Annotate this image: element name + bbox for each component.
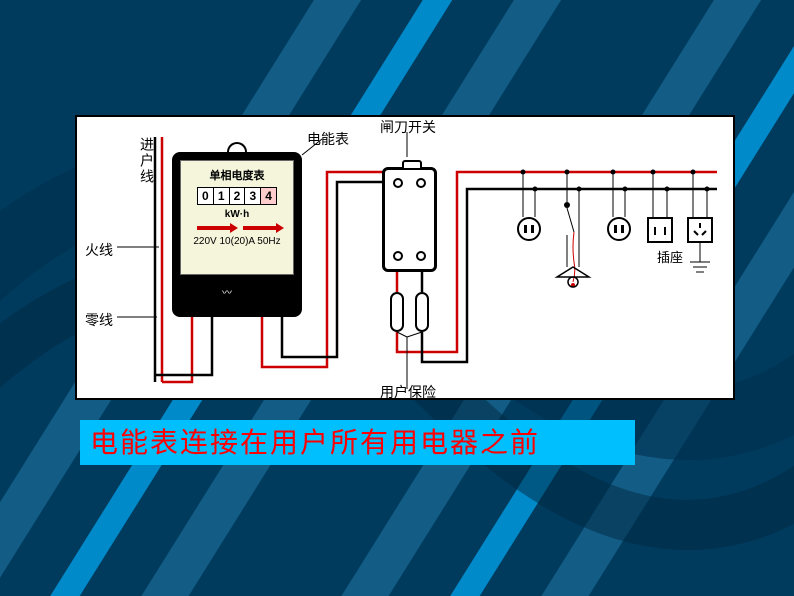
outlet-round: [607, 217, 631, 241]
screw-icon: [416, 178, 426, 188]
fuse-right: [415, 292, 429, 332]
label-socket: 插座: [657, 247, 683, 266]
label-incoming: 进户线: [137, 137, 157, 185]
meter-logo: 〰: [222, 284, 232, 299]
outlet-3prong-icon: [689, 219, 711, 241]
screw-icon: [393, 178, 403, 188]
label-neutral-wire: 零线: [85, 310, 113, 330]
energy-meter: 单相电度表 0 1 2 3 4 kW·h 220V 10(20)A 50Hz 〰: [172, 142, 302, 317]
meter-digit: 3: [245, 188, 261, 204]
screw-icon: [416, 251, 426, 261]
meter-face: 单相电度表 0 1 2 3 4 kW·h 220V 10(20)A 50Hz: [180, 160, 294, 275]
outlet-slots-icon: [649, 219, 671, 241]
switch-tab: [402, 160, 422, 170]
outlet-round: [517, 217, 541, 241]
arrow-icon: [197, 226, 232, 230]
meter-digit: 4: [261, 188, 276, 204]
meter-digit: 0: [198, 188, 214, 204]
label-user-fuse: 用户保险: [380, 382, 436, 402]
meter-spec: 220V 10(20)A 50Hz: [181, 236, 293, 247]
arrow-icon: [243, 226, 278, 230]
meter-arrows: [191, 226, 283, 230]
outlet-square-3prong: [687, 217, 713, 243]
meter-digit: 1: [214, 188, 230, 204]
meter-digit: 2: [230, 188, 246, 204]
label-live-wire: 火线: [85, 240, 113, 260]
label-meter: 电能表: [307, 129, 349, 149]
label-knife-switch: 闸刀开关: [380, 117, 436, 137]
screw-icon: [393, 251, 403, 261]
fuse-left: [390, 292, 404, 332]
outlet-square: [647, 217, 673, 243]
knife-switch: [382, 167, 437, 272]
meter-digits: 0 1 2 3 4: [197, 187, 277, 205]
meter-title: 单相电度表: [181, 167, 293, 183]
slide-caption: 电能表连接在用户所有用电器之前: [80, 420, 635, 465]
meter-unit: kW·h: [181, 209, 293, 220]
circuit-diagram-panel: 进户线 电能表 闸刀开关 火线 零线 用户保险 插座 单相电度表 0 1 2 3…: [75, 115, 735, 400]
